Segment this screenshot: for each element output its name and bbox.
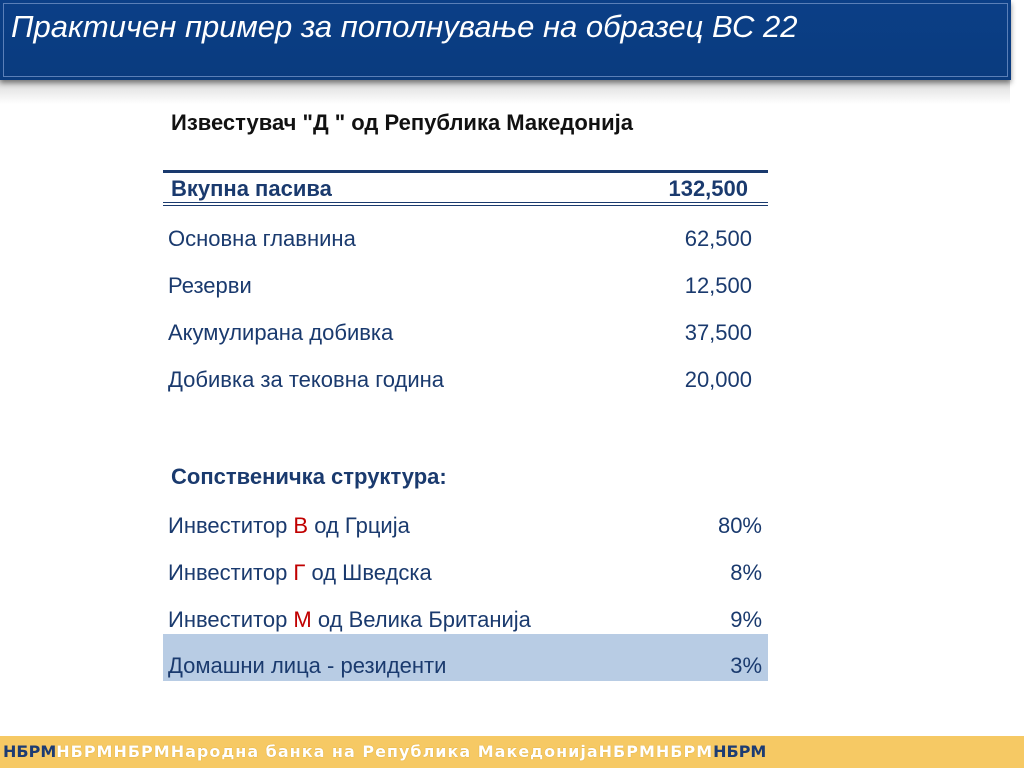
row-value: 20,000 — [684, 367, 752, 392]
ownership-heading: Сопственичка структура: — [171, 464, 447, 489]
row-label: Резерви — [168, 273, 252, 298]
ownership-suffix: од Велика Британија — [311, 607, 531, 632]
ownership-row: Инвеститор М од Велика Британија 9% — [163, 597, 768, 643]
footer-bank-name: Народна банка на Република Македонија — [170, 742, 599, 761]
ownership-label: Домашни лица - резиденти — [168, 653, 446, 679]
row-value: 37,500 — [684, 320, 752, 345]
ownership-label: Инвеститор Г од Шведска — [168, 560, 432, 586]
ownership-share: 3% — [730, 653, 762, 678]
ownership-suffix: од Шведска — [305, 560, 432, 585]
ownership-label: Инвеститор В од Грција — [168, 513, 410, 539]
table-row: Добивка за тековна година 20,000 — [163, 357, 768, 403]
table-row: Резерви 12,500 — [163, 263, 768, 309]
row-value: 12,500 — [684, 273, 752, 298]
ownership-prefix: Домашни лица - резиденти — [168, 653, 447, 678]
ownership-suffix: од Грција — [308, 513, 410, 538]
total-liabilities-row: Вкупна пасива 132,500 — [163, 170, 768, 206]
investor-letter: Г — [293, 560, 306, 585]
ownership-prefix: Инвеститор — [168, 513, 294, 538]
footer-repeat-b: НБРМНБРМ — [598, 742, 714, 761]
ownership-row: Инвеститор Г од Шведска 8% — [163, 550, 768, 596]
title-bar: Практичен пример за пополнување на образ… — [0, 0, 1011, 80]
footer-logo-end: НБРМ — [713, 742, 767, 761]
total-value: 132,500 — [668, 176, 748, 201]
ownership-share: 80% — [717, 513, 762, 538]
ownership-share: 8% — [730, 560, 762, 585]
reporter-heading: Известувач "Д " од Република Македонија — [171, 110, 633, 135]
ownership-label: Инвеститор М од Велика Британија — [168, 607, 531, 633]
slide-title: Практичен пример за пополнување на образ… — [11, 9, 798, 44]
ownership-prefix: Инвеститор — [168, 560, 294, 585]
row-value: 62,500 — [684, 226, 752, 251]
total-label: Вкупна пасива — [171, 176, 332, 201]
title-frame — [3, 3, 1008, 77]
balance-table: Известувач "Д " од Република Македонија … — [163, 103, 768, 681]
footer-logo-start: НБРМ — [3, 742, 57, 761]
title-shadow — [0, 78, 1010, 104]
row-label: Добивка за тековна година — [168, 367, 445, 392]
ownership-row-residents: Домашни лица - резиденти 3% — [163, 634, 768, 681]
row-label: Акумулирана добивка — [168, 320, 394, 345]
footer-text: НБРМНБРМНБРМНародна банка на Република М… — [3, 738, 766, 766]
ownership-prefix: Инвеститор — [168, 607, 294, 632]
footer-banner: НБРМНБРМНБРМНародна банка на Република М… — [0, 736, 1024, 768]
ownership-share: 9% — [730, 607, 762, 632]
table-row: Основна главнина 62,500 — [163, 216, 768, 262]
table-row: Акумулирана добивка 37,500 — [163, 310, 768, 356]
row-label: Основна главнина — [168, 226, 356, 251]
investor-letter: В — [293, 513, 309, 538]
investor-letter: М — [293, 607, 312, 632]
ownership-row: Инвеститор В од Грција 80% — [163, 503, 768, 549]
footer-repeat-a: НБРМНБРМ — [56, 742, 171, 761]
